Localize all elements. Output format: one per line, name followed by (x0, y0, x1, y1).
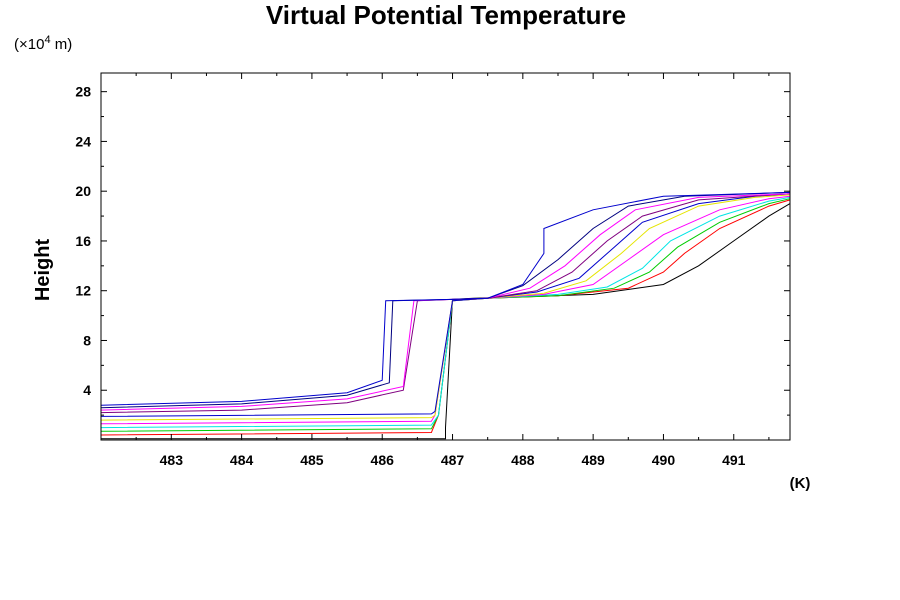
x-tick-label: 489 (581, 452, 605, 468)
y-axis-label: Height (32, 239, 54, 302)
y-tick-label: 20 (75, 183, 91, 199)
chart-title: Virtual Potential Temperature (266, 0, 626, 30)
y-tick-label: 4 (83, 382, 91, 398)
x-tick-label: 485 (300, 452, 324, 468)
series-line-1 (101, 203, 791, 440)
series-line-8 (100, 193, 791, 414)
y-tick-label: 16 (75, 233, 91, 249)
x-tick-label: 483 (160, 452, 184, 468)
y-tick-label: 12 (75, 283, 91, 299)
plot-frame (100, 72, 791, 441)
series-line-4 (100, 196, 791, 429)
x-tick-label: 486 (371, 452, 395, 468)
x-tick-label: 488 (511, 452, 535, 468)
series-line-7 (100, 193, 791, 417)
y-tick-label: 24 (75, 133, 91, 149)
series-line-2 (100, 199, 791, 436)
tick-layer: 483 484 485 486 487 488 489 490 491 4 8 12 16 20 24 28 (75, 73, 790, 468)
y-tick-label: 8 (83, 332, 91, 348)
series-line-9 (100, 193, 791, 411)
series-line-11 (100, 191, 791, 406)
y-unit-label: (×104 m) (14, 34, 72, 53)
series-layer (100, 191, 791, 440)
x-axis-label: (K) (790, 475, 811, 492)
series-line-3 (100, 198, 791, 432)
x-tick-label: 490 (652, 452, 676, 468)
y-unit-suffix: m) (51, 36, 73, 53)
x-tick-label: 487 (441, 452, 465, 468)
y-unit-exponent: 4 (44, 34, 50, 46)
series-line-5 (100, 195, 791, 425)
series-line-6 (100, 194, 791, 421)
x-tick-label: 484 (230, 452, 254, 468)
x-tick-label: 491 (722, 452, 746, 468)
y-unit-prefix: (×10 (14, 36, 44, 53)
y-tick-label: 28 (75, 84, 91, 100)
